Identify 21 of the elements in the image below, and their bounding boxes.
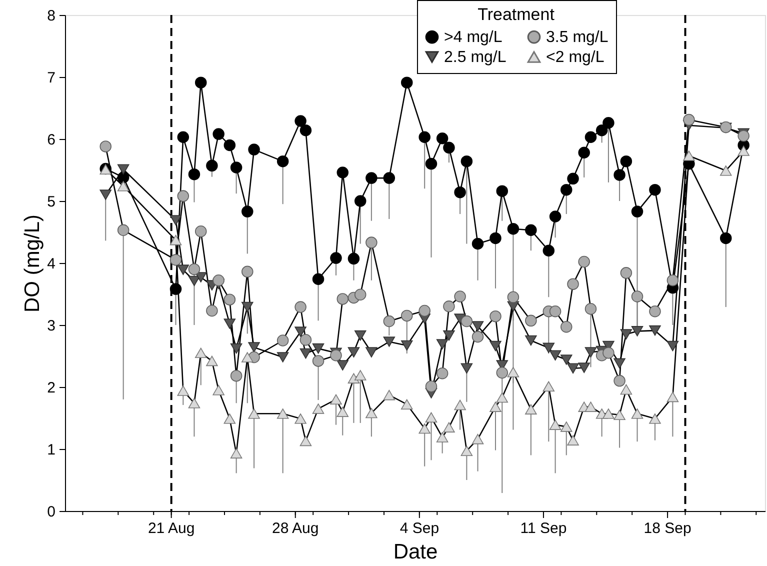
legend-label: 3.5 mg/L [546,29,608,46]
y-tick-label: 8 [47,8,56,24]
x-tick-label: 4 Sep [400,520,440,537]
legend-label: >4 mg/L [444,29,502,46]
x-tick-label: 11 Sep [520,520,567,537]
y-axis-title: DO (mg/L) [21,214,44,313]
x-tick-label: 18 Sep [644,520,692,537]
x-tick-label: 21 Aug [148,520,195,537]
legend-label: 2.5 mg/L [444,49,506,66]
x-axis-title: Date [393,540,438,564]
legend-label: <2 mg/L [546,49,604,66]
y-tick-label: 1 [47,442,56,458]
y-tick-label: 3 [47,318,56,334]
y-tick-label: 6 [47,132,56,148]
y-tick-label: 4 [47,256,56,272]
legend-title: Treatment [478,5,555,24]
y-tick-label: 7 [47,70,56,86]
y-tick-label: 0 [47,504,56,520]
x-tick-label: 28 Aug [272,520,319,537]
y-tick-label: 2 [47,380,56,396]
y-tick-label: 5 [47,194,56,210]
